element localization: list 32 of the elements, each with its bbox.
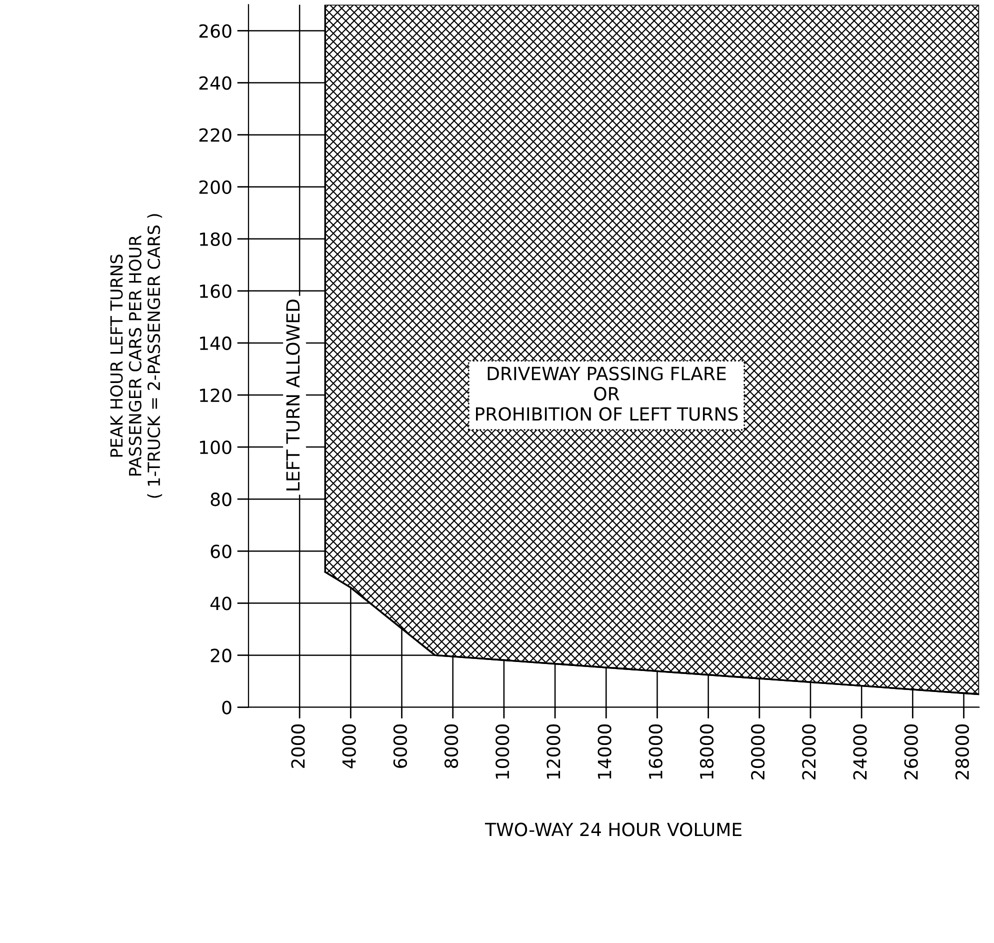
x-tick-label: 16000: [648, 724, 662, 779]
y-tick-label: 100: [200, 440, 232, 454]
y-tick-label: 160: [200, 284, 232, 298]
y-tick-label: 120: [200, 388, 232, 402]
annotation: LEFT TURN ALLOWED: [286, 300, 300, 490]
annotation: DRIVEWAY PASSING FLARE OR PROHIBITION OF LEFT TURNS: [476, 366, 738, 421]
x-tick-label: 12000: [546, 724, 560, 779]
x-tick-label: 20000: [750, 724, 765, 780]
x-tick-label: 10000: [496, 724, 510, 779]
y-tick-label: 60: [210, 544, 232, 558]
x-axis-title: TWO-WAY 24 HOUR VOLUME: [484, 822, 742, 836]
y-axis-title: PEAK HOUR LEFT TURNS PASSENGER CARS PER HOUR ( 1-TRUCK = 2-PASSENGER CARS ): [110, 214, 162, 498]
x-tick-label: 2000: [291, 724, 305, 768]
x-tick-label: 6000: [393, 724, 408, 768]
y-tick-label: 180: [200, 232, 232, 246]
y-tick-label: 140: [200, 336, 232, 350]
x-tick-label: 24000: [853, 724, 867, 780]
y-tick-label: 20: [210, 648, 232, 662]
x-tick-label: 14000: [598, 724, 612, 779]
x-tick-label: 26000: [904, 724, 918, 780]
x-tick-label: 4000: [342, 724, 356, 768]
x-tick-label: 18000: [700, 724, 714, 779]
x-tick-label: 22000: [802, 724, 816, 780]
y-tick-label: 200: [199, 180, 232, 194]
y-tick-label: 80: [210, 492, 232, 506]
x-tick-label: 28000: [955, 724, 969, 780]
y-tick-label: 220: [199, 128, 232, 142]
y-tick-label: 0: [222, 700, 232, 714]
y-tick-label: 260: [199, 24, 232, 38]
y-tick-label: 240: [199, 76, 232, 90]
x-tick-label: 8000: [444, 724, 458, 768]
y-tick-label: 40: [210, 596, 232, 610]
